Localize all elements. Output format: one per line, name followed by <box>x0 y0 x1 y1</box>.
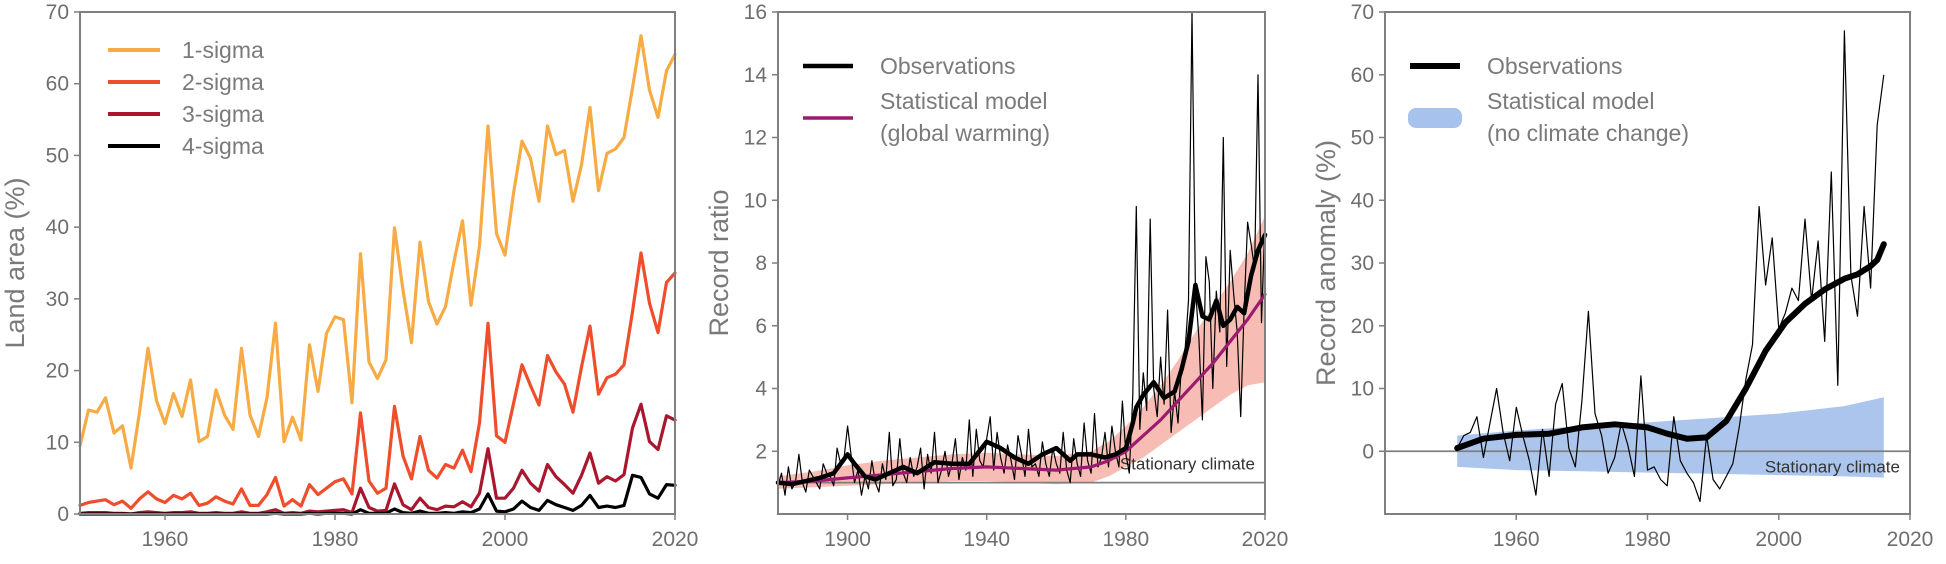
y-axis-label: Record ratio <box>704 189 734 336</box>
y-tick-label: 12 <box>744 127 767 150</box>
legend: Observations Statistical model (global war… <box>803 53 1050 146</box>
y-tick-label: 14 <box>744 64 768 87</box>
chart-panel-left: 1960 1980 2000 2020 0 10 20 30 40 50 60 70 Land area… <box>0 1 698 551</box>
y-tick-label: 50 <box>1351 127 1374 150</box>
y-tick-label: 30 <box>1351 252 1374 275</box>
legend: Observations Statistical model (no climate… <box>1408 53 1689 146</box>
legend: 1-sigma 2-sigma 3-sigma 4-sigma <box>108 37 264 159</box>
stationary-climate-label: Stationary climate <box>1120 455 1255 474</box>
series-line-1-sigma <box>78 34 677 470</box>
annual-observations-line <box>777 11 1266 496</box>
y-tick-label: 2 <box>755 440 767 463</box>
x-tick-label: 1960 <box>1493 528 1540 551</box>
y-tick-label: 70 <box>46 1 69 24</box>
y-tick-label: 40 <box>46 216 69 239</box>
legend-label: (global warming) <box>880 120 1050 146</box>
x-tick-label: 2020 <box>1242 528 1289 551</box>
y-tick-label: 60 <box>46 73 69 96</box>
legend-label: 3-sigma <box>182 101 264 127</box>
legend-label: 1-sigma <box>182 37 264 63</box>
y-tick-label: 0 <box>1362 440 1374 463</box>
x-tick-label: 2020 <box>1887 528 1934 551</box>
x-tick-label: 1940 <box>963 528 1010 551</box>
legend-label: (no climate change) <box>1487 120 1689 146</box>
legend-label: Observations <box>1487 53 1623 79</box>
x-tick-label: 1980 <box>312 528 359 551</box>
legend-label: Statistical model <box>1487 88 1654 114</box>
y-tick-label: 20 <box>46 360 69 383</box>
y-tick-label: 60 <box>1351 64 1374 87</box>
y-axis-label: Land area (%) <box>0 177 30 348</box>
legend-swatch <box>1408 108 1462 128</box>
legend-label: Observations <box>880 53 1016 79</box>
stationary-climate-label: Stationary climate <box>1765 457 1900 476</box>
y-tick-label: 10 <box>1351 378 1374 401</box>
series-line-2-sigma <box>78 251 677 510</box>
y-tick-label: 4 <box>755 378 767 401</box>
series-line-observations <box>1454 241 1887 452</box>
plot-area <box>78 34 677 516</box>
chart-panel-right: Stationary climate 1960 1980 2000 2020 0 10 20 3… <box>1311 1 1933 551</box>
x-tick-label: 1900 <box>824 528 871 551</box>
y-tick-label: 50 <box>46 144 69 167</box>
legend-label: Statistical model <box>880 88 1047 114</box>
x-tick-label: 2020 <box>652 528 699 551</box>
x-tick-label: 1980 <box>1624 528 1671 551</box>
series-line-observations <box>775 232 1268 487</box>
y-tick-label: 70 <box>1351 1 1374 24</box>
annual-observations-line <box>1456 30 1885 502</box>
plot-area: Stationary climate <box>775 11 1268 496</box>
y-tick-label: 8 <box>755 252 767 275</box>
x-tick-label: 1960 <box>142 528 189 551</box>
x-tick-label: 2000 <box>482 528 529 551</box>
y-tick-label: 0 <box>57 503 69 526</box>
y-tick-label: 20 <box>1351 315 1374 338</box>
y-axis-label: Record anomaly (%) <box>1311 140 1341 386</box>
plot-area: Stationary climate <box>1385 30 1910 502</box>
legend-label: 2-sigma <box>182 69 264 95</box>
y-tick-label: 10 <box>744 189 767 212</box>
y-tick-label: 40 <box>1351 189 1374 212</box>
legend-label: 4-sigma <box>182 133 264 159</box>
y-tick-label: 30 <box>46 288 69 311</box>
y-tick-label: 6 <box>755 315 767 338</box>
y-tick-label: 16 <box>744 1 767 24</box>
plot-frame <box>79 11 676 515</box>
band-global-warming-model <box>778 215 1265 489</box>
y-tick-label: 10 <box>46 431 69 454</box>
x-tick-label: 2000 <box>1755 528 1802 551</box>
x-tick-label: 1980 <box>1102 528 1149 551</box>
chart-panel-middle: Stationary climate 1900 1940 1980 2020 2 4 6 8 10… <box>704 1 1288 551</box>
